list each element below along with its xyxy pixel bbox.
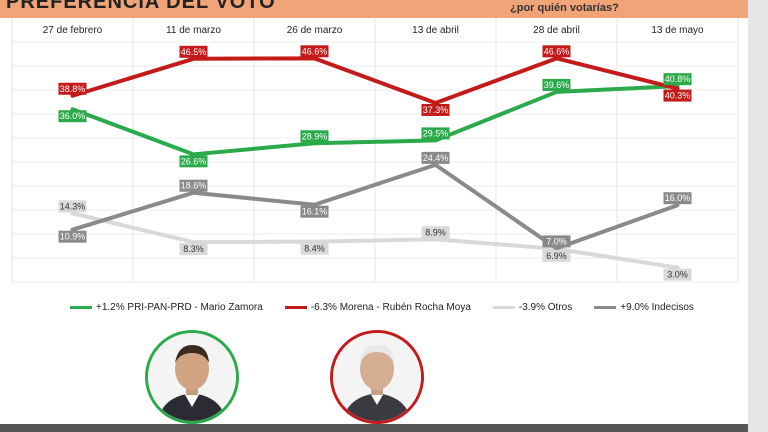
x-tick-label: 11 de marzo	[166, 25, 221, 36]
data-label-box	[542, 249, 571, 262]
legend-item-indecisos: +9.0% Indecisos	[594, 300, 694, 314]
x-tick-label: 28 de abril	[533, 25, 580, 36]
background-strip	[748, 0, 768, 432]
x-tick-label: 26 de marzo	[287, 25, 343, 36]
legend-item-otros: -3.9% Otros	[492, 300, 573, 314]
data-label: 39.6%	[544, 80, 570, 90]
footer-bar	[0, 424, 748, 432]
data-label: 40.8%	[665, 74, 691, 84]
series-line	[70, 211, 680, 270]
data-label-box	[58, 82, 87, 95]
data-label-box	[300, 130, 329, 143]
data-label-box	[421, 226, 450, 239]
data-label-box	[421, 103, 450, 116]
data-label: 37.3%	[423, 105, 449, 115]
data-label-box	[542, 235, 571, 248]
series-line	[70, 162, 680, 251]
data-label: 29.5%	[423, 128, 449, 138]
x-tick-label: 13 de abril	[412, 25, 459, 36]
data-label-box	[542, 78, 571, 91]
data-label: 8.9%	[425, 227, 446, 237]
portrait-zamora-icon	[148, 333, 236, 421]
legend-label-otros: -3.9% Otros	[518, 301, 573, 313]
data-label: 18.6%	[181, 181, 207, 191]
data-label: 46.5%	[181, 47, 207, 57]
data-label-box	[58, 200, 87, 213]
data-label: 16.1%	[302, 207, 328, 217]
header-question: ¿por quién votarías?	[510, 2, 619, 14]
data-label: 26.6%	[181, 156, 207, 166]
data-label: 46.6%	[544, 46, 570, 56]
data-label: 10.9%	[60, 232, 86, 242]
data-label: 6.9%	[546, 251, 567, 261]
data-label: 16.0%	[665, 193, 691, 203]
data-label: 7.0%	[546, 236, 567, 246]
legend-swatch-red	[284, 305, 307, 309]
data-label-box	[663, 268, 692, 281]
x-tick-label: 27 de febrero	[43, 25, 103, 36]
data-label: 24.4%	[423, 153, 449, 163]
legend-swatch-green	[70, 305, 92, 309]
data-label-box	[663, 89, 692, 102]
data-label-box	[179, 179, 208, 192]
data-label-box	[300, 205, 329, 218]
data-label: 28.9%	[302, 131, 328, 141]
legend-swatch-darkgray	[594, 305, 617, 309]
data-label: 3.0%	[667, 270, 688, 280]
legend-label-zamora: +1.2% PRI-PAN-PRD - Mario Zamora	[96, 301, 263, 313]
data-label-box	[421, 151, 450, 164]
data-label-box	[542, 45, 571, 58]
data-label-box	[663, 73, 692, 86]
data-label-box	[663, 192, 692, 205]
chart-legend: +1.2% PRI-PAN-PRD - Mario Zamora -6.3% M…	[70, 300, 710, 314]
data-label-box	[179, 45, 208, 58]
avatar-rocha	[330, 330, 424, 424]
series-line	[70, 56, 680, 105]
header-band: PREFERENCIA DEL VOTO ¿por quién votarías…	[0, 0, 748, 19]
data-label-box	[58, 110, 87, 123]
data-label: 14.3%	[60, 201, 86, 211]
data-label-box	[421, 127, 450, 140]
data-label: 8.4%	[304, 244, 325, 254]
avatar-zamora	[145, 330, 239, 424]
data-label-box	[300, 242, 329, 255]
line-chart: 27 de febrero 11 de marzo 26 de marzo 13 de…	[11, 18, 739, 283]
data-label-box	[58, 230, 87, 243]
x-tick-label: 13 de mayo	[651, 25, 704, 36]
legend-label-indecisos: +9.0% Indecisos	[620, 301, 694, 313]
series-line	[70, 84, 680, 157]
data-label-box	[179, 155, 208, 168]
data-label-box	[179, 243, 208, 256]
legend-item-rocha: -6.3% Morena - Rubén Rocha Moya	[284, 300, 471, 314]
data-label: 36.0%	[60, 111, 86, 121]
legend-swatch-lightgray	[492, 305, 515, 309]
data-label: 46.6%	[302, 46, 328, 56]
page-title: PREFERENCIA DEL VOTO	[6, 0, 276, 13]
legend-item-zamora: +1.2% PRI-PAN-PRD - Mario Zamora	[70, 300, 263, 314]
data-label: 38.8%	[60, 84, 86, 94]
portrait-rocha-icon	[333, 333, 421, 421]
data-label: 40.3%	[665, 91, 691, 101]
data-label: 8.3%	[183, 244, 204, 254]
legend-label-rocha: -6.3% Morena - Rubén Rocha Moya	[310, 301, 471, 313]
data-label-box	[300, 45, 329, 58]
